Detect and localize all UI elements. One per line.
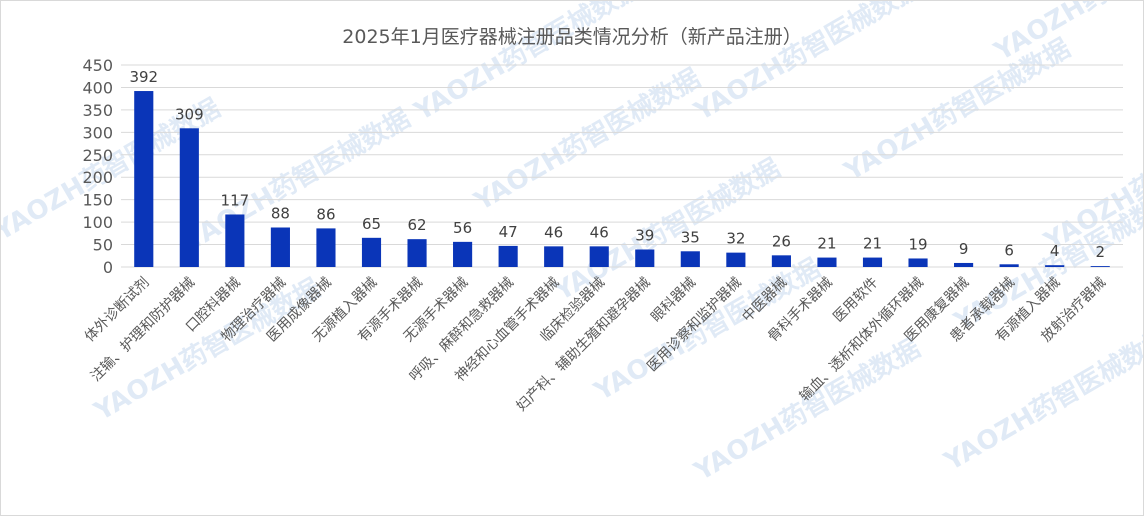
data-label: 46 <box>544 223 563 241</box>
y-tick-label: 300 <box>82 123 113 142</box>
data-label: 4 <box>1050 242 1060 260</box>
bar <box>225 214 245 267</box>
bar <box>862 257 883 267</box>
chart-title: 2025年1月医疗器械注册品类情况分析（新产品注册） <box>342 26 801 48</box>
y-tick-label: 450 <box>82 56 113 75</box>
bar <box>954 262 974 267</box>
data-label: 39 <box>635 226 654 244</box>
data-label: 47 <box>499 223 518 241</box>
bar <box>407 239 427 267</box>
y-tick-label: 150 <box>82 191 113 210</box>
y-tick-label: 100 <box>82 213 113 232</box>
data-label: 32 <box>726 230 745 248</box>
bar <box>635 249 655 267</box>
watermark-text: YAOZH药智医械数据 <box>469 63 706 217</box>
data-label: 117 <box>221 191 250 209</box>
bar <box>270 227 290 267</box>
bar <box>544 246 564 267</box>
bars <box>134 91 1110 267</box>
bar <box>908 258 928 267</box>
y-tick-label: 200 <box>82 168 113 187</box>
data-label: 9 <box>959 240 969 258</box>
data-label: 2 <box>1095 243 1105 261</box>
data-label: 46 <box>590 223 609 241</box>
y-axis: 0 50 100 150 200 250 300 350 400 450 <box>82 56 113 277</box>
data-label: 21 <box>863 235 882 253</box>
bar <box>589 246 609 267</box>
data-label: 26 <box>772 232 791 250</box>
bar <box>361 237 382 267</box>
data-label: 19 <box>908 235 927 253</box>
data-label: 21 <box>817 235 836 253</box>
data-label: 62 <box>407 216 426 234</box>
data-label: 309 <box>175 105 204 123</box>
watermark-text: YAOZH药智医械数据 <box>409 1 646 128</box>
bar <box>498 245 518 267</box>
watermark-text: YAOZH药智医械数据 <box>839 33 1076 187</box>
y-tick-label: 400 <box>82 78 113 97</box>
data-label: 35 <box>681 228 700 246</box>
data-label: 65 <box>362 215 381 233</box>
data-label: 392 <box>129 68 158 86</box>
bar <box>1090 266 1110 267</box>
bar <box>817 257 837 267</box>
y-tick-label: 250 <box>82 146 113 165</box>
bar <box>771 255 791 267</box>
bar <box>316 228 336 267</box>
watermark-text: YAOZH药智医械数据 <box>689 333 926 487</box>
gridlines <box>121 64 1123 268</box>
data-label: 56 <box>453 219 472 237</box>
bar <box>680 251 700 267</box>
y-tick-label: 0 <box>103 258 113 277</box>
data-label: 88 <box>271 204 290 222</box>
bar <box>726 252 746 267</box>
y-tick-label: 50 <box>93 236 113 255</box>
bar <box>1045 265 1065 267</box>
watermark-text: YAOZH药智医械数据 <box>689 1 926 128</box>
watermark-text: YAOZH药智医械数据 <box>549 153 786 307</box>
bar <box>134 91 154 267</box>
bar <box>453 241 473 267</box>
watermark-text: YAOZH药智医械数据 <box>179 103 416 257</box>
data-label: 86 <box>316 205 335 223</box>
data-label: 6 <box>1004 241 1014 259</box>
bar <box>999 264 1019 267</box>
bar <box>179 128 199 267</box>
y-tick-label: 350 <box>82 101 113 120</box>
watermark-text: YAOZH药智医械数据 <box>939 323 1143 477</box>
